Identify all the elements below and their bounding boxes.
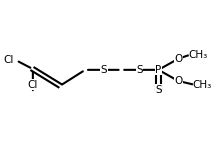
- Text: P: P: [155, 65, 162, 75]
- Text: CH₃: CH₃: [188, 50, 208, 60]
- Text: S: S: [155, 85, 162, 95]
- Text: Cl: Cl: [4, 55, 14, 65]
- Text: Cl: Cl: [28, 80, 38, 90]
- Text: O: O: [174, 54, 182, 64]
- Text: O: O: [174, 76, 182, 86]
- Text: CH₃: CH₃: [192, 80, 212, 90]
- Text: S: S: [136, 65, 143, 75]
- Text: S: S: [101, 65, 107, 75]
